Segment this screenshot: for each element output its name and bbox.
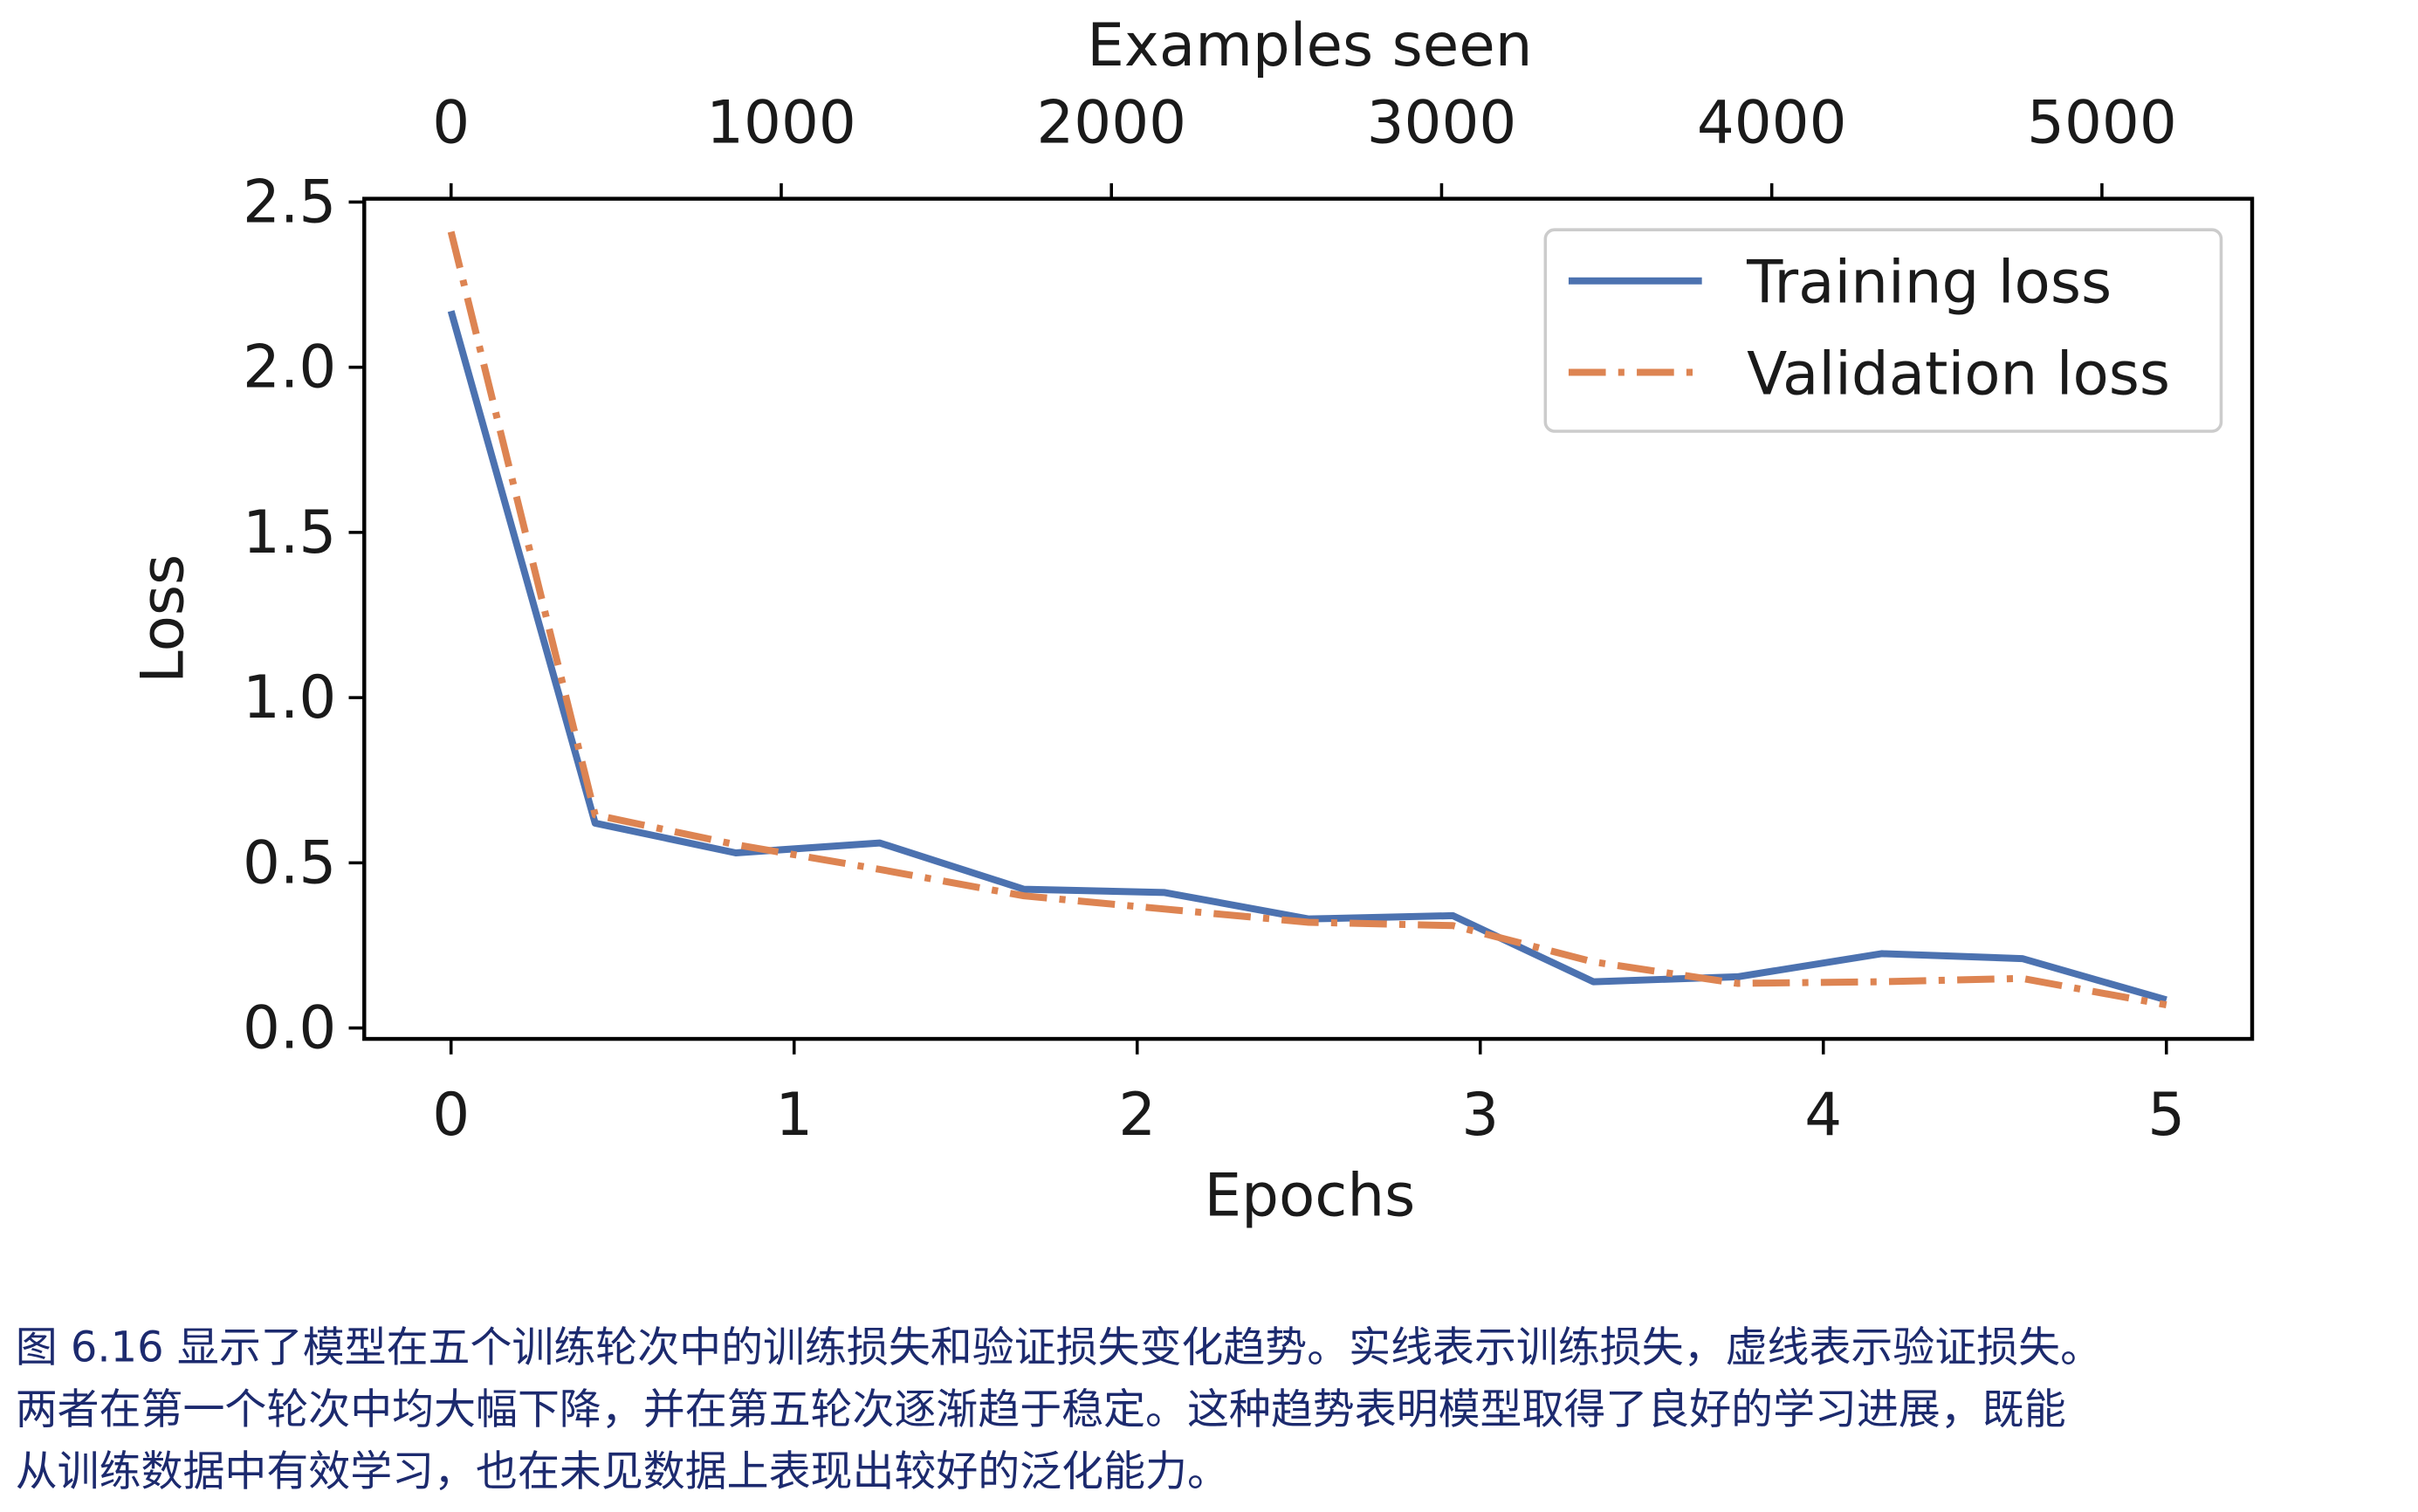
plot-frame (362, 196, 2255, 1041)
x2-tick-label: 3000 (1367, 88, 1517, 157)
x2-tick-label: 5000 (2027, 88, 2177, 157)
y-tick-label: 1.5 (243, 498, 336, 567)
x-axis-label: Epochs (1205, 1160, 1416, 1229)
x2-axis-label: Examples seen (1087, 10, 1532, 79)
x2-tick-label: 0 (432, 88, 470, 157)
x2-tick-label: 1000 (706, 88, 856, 157)
y-tick-label: 2.5 (243, 168, 336, 237)
line-series (447, 230, 2167, 1009)
legend-box (1543, 228, 2223, 433)
caption-line: 从训练数据中有效学习，也在未见数据上表现出较好的泛化能力。 (16, 1447, 1229, 1495)
legend-label: Validation loss (1747, 339, 2170, 408)
x-tick-label: 4 (1804, 1080, 1842, 1149)
y-tick-label: 0.0 (243, 993, 336, 1062)
x2-tick-label: 4000 (1697, 88, 1847, 157)
x-tick-label: 5 (2147, 1080, 2185, 1149)
x-tick-label: 0 (432, 1080, 470, 1149)
x2-tick-label: 2000 (1036, 88, 1186, 157)
x-tick-label: 2 (1118, 1080, 1156, 1149)
y-tick-label: 0.5 (243, 828, 336, 897)
caption-line: 两者在第一个轮次中均大幅下降，并在第五轮次逐渐趋于稳定。这种趋势表明模型取得了良… (16, 1385, 2066, 1433)
y-axis-label: Loss (128, 554, 197, 684)
legend-label: Training loss (1746, 248, 2112, 317)
y-tick-label: 2.0 (243, 333, 336, 402)
y-tick-label: 1.0 (243, 663, 336, 732)
x-tick-label: 1 (775, 1080, 813, 1149)
x-tick-label: 3 (1461, 1080, 1499, 1149)
caption-line: 图 6.16 显示了模型在五个训练轮次中的训练损失和验证损失变化趋势。实线表示训… (16, 1323, 2102, 1371)
